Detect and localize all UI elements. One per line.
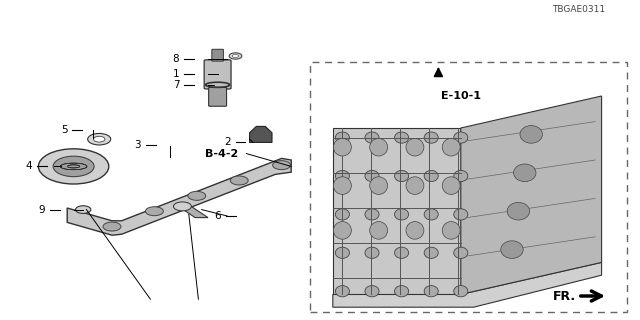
- Text: 3: 3: [134, 140, 141, 150]
- Circle shape: [88, 133, 111, 145]
- Ellipse shape: [520, 125, 543, 143]
- Circle shape: [229, 53, 242, 59]
- Ellipse shape: [454, 132, 468, 143]
- Circle shape: [232, 54, 239, 58]
- Ellipse shape: [406, 177, 424, 195]
- Ellipse shape: [424, 209, 438, 220]
- Polygon shape: [176, 205, 208, 218]
- Ellipse shape: [454, 286, 468, 297]
- FancyBboxPatch shape: [204, 60, 231, 89]
- Polygon shape: [67, 158, 291, 235]
- Ellipse shape: [335, 286, 349, 297]
- Ellipse shape: [406, 221, 424, 239]
- Text: 5: 5: [61, 125, 67, 135]
- Ellipse shape: [365, 132, 379, 143]
- Ellipse shape: [394, 209, 409, 220]
- Ellipse shape: [333, 177, 351, 195]
- Ellipse shape: [394, 247, 409, 259]
- Text: TBGAE0311: TBGAE0311: [552, 5, 605, 14]
- Circle shape: [103, 222, 121, 231]
- Text: 6: 6: [214, 211, 221, 221]
- Text: 9: 9: [38, 204, 45, 215]
- Ellipse shape: [365, 171, 379, 182]
- Ellipse shape: [333, 221, 351, 239]
- Text: B-4-2: B-4-2: [205, 148, 238, 159]
- Ellipse shape: [370, 221, 388, 239]
- Ellipse shape: [442, 177, 460, 195]
- Circle shape: [173, 202, 191, 211]
- Ellipse shape: [454, 247, 468, 259]
- Circle shape: [273, 161, 291, 170]
- Ellipse shape: [333, 138, 351, 156]
- Ellipse shape: [335, 132, 349, 143]
- Ellipse shape: [365, 209, 379, 220]
- Polygon shape: [333, 262, 602, 307]
- FancyBboxPatch shape: [209, 87, 227, 106]
- Circle shape: [145, 207, 163, 216]
- Text: 1: 1: [173, 68, 179, 79]
- Ellipse shape: [394, 171, 409, 182]
- Circle shape: [230, 176, 248, 185]
- Text: FR.: FR.: [553, 290, 576, 302]
- Ellipse shape: [370, 138, 388, 156]
- Ellipse shape: [514, 164, 536, 182]
- Ellipse shape: [424, 247, 438, 259]
- FancyBboxPatch shape: [212, 49, 223, 61]
- Ellipse shape: [442, 221, 460, 239]
- Text: 4: 4: [26, 161, 32, 172]
- Bar: [310, 62, 627, 312]
- Text: 2: 2: [224, 137, 230, 148]
- Ellipse shape: [394, 132, 409, 143]
- Circle shape: [76, 206, 91, 213]
- Ellipse shape: [424, 171, 438, 182]
- Ellipse shape: [406, 138, 424, 156]
- Ellipse shape: [508, 203, 530, 220]
- Ellipse shape: [370, 177, 388, 195]
- Ellipse shape: [424, 286, 438, 297]
- Circle shape: [93, 136, 105, 142]
- Ellipse shape: [454, 171, 468, 182]
- Circle shape: [188, 191, 206, 200]
- Ellipse shape: [394, 286, 409, 297]
- Circle shape: [38, 149, 109, 184]
- Text: E-10-1: E-10-1: [441, 91, 481, 101]
- Polygon shape: [461, 96, 602, 294]
- Ellipse shape: [335, 171, 349, 182]
- Polygon shape: [250, 126, 272, 142]
- Ellipse shape: [335, 247, 349, 259]
- Polygon shape: [333, 128, 461, 294]
- Ellipse shape: [442, 138, 460, 156]
- Ellipse shape: [501, 241, 524, 259]
- Text: 7: 7: [173, 80, 179, 90]
- Ellipse shape: [365, 247, 379, 259]
- Ellipse shape: [424, 132, 438, 143]
- Ellipse shape: [454, 209, 468, 220]
- Ellipse shape: [335, 209, 349, 220]
- Ellipse shape: [365, 286, 379, 297]
- Circle shape: [53, 156, 94, 177]
- Text: 8: 8: [173, 54, 179, 64]
